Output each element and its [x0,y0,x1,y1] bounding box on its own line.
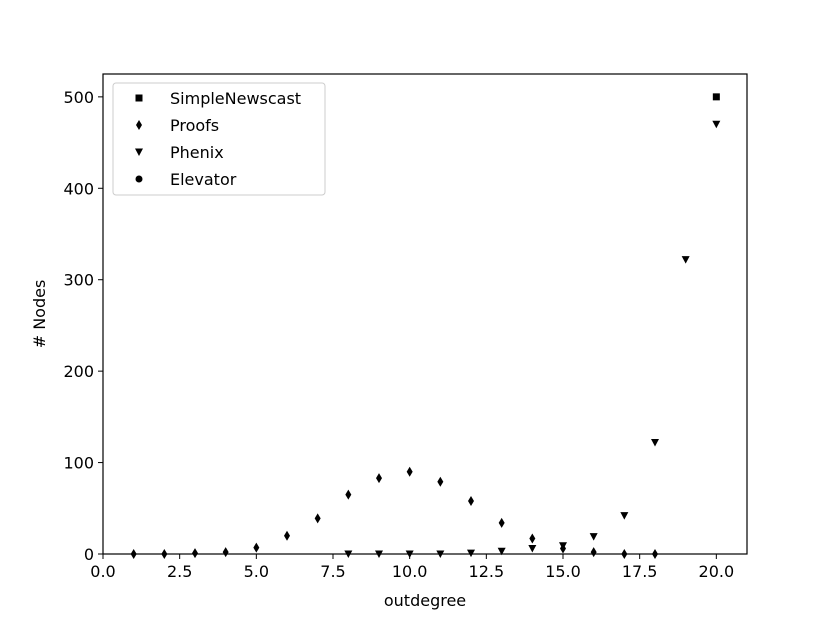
legend-label-simplenewscast: SimpleNewscast [170,89,301,108]
x-tick-label: 15.0 [545,562,581,581]
data-point-proofs-7 [345,489,352,500]
data-point-phenix-7 [559,542,567,550]
x-tick-label: 5.0 [244,562,269,581]
data-point-simplenewscast-0 [712,93,720,101]
x-axis-label: outdegree [384,591,466,610]
plot-frame [102,73,748,555]
y-tick-label: 300 [63,271,94,290]
data-point-phenix-4 [467,549,475,558]
y-axis-label: # Nodes [30,280,49,349]
x-tick-label: 7.5 [320,562,345,581]
y-axis-ticks: 0 100 200 300 400 500 [63,88,103,564]
data-point-proofs-4 [253,542,260,553]
legend-marker-simplenewscast [135,94,143,102]
y-tick-label: 500 [63,88,94,107]
data-point-proofs-10 [437,476,444,487]
legend-box [112,82,326,196]
x-tick-label: 0.0 [90,562,115,581]
data-point-phenix-11 [681,256,690,264]
y-tick-label: 200 [63,362,94,381]
data-point-phenix-6 [528,545,537,553]
legend: SimpleNewscast Proofs Phenix Elevator [112,82,326,196]
x-tick-label: 20.0 [699,562,735,581]
data-point-phenix-12 [712,120,721,129]
x-tick-label: 12.5 [469,562,505,581]
legend-label-elevator: Elevator [170,170,237,189]
data-point-proofs-12 [498,517,505,528]
data-point-phenix-10 [651,438,659,447]
data-point-proofs-8 [376,473,382,484]
legend-label-phenix: Phenix [170,143,224,162]
data-point-proofs-6 [314,513,321,524]
y-tick-label: 100 [63,454,94,473]
data-point-proofs-3 [222,547,229,558]
y-tick-label: 400 [63,179,94,198]
x-tick-label: 17.5 [622,562,658,581]
data-point-proofs-13 [529,533,536,544]
legend-marker-phenix [135,148,143,156]
legend-marker-proofs [136,120,142,130]
data-point-proofs-11 [468,495,474,506]
x-axis-ticks: 0.0 2.5 5.0 7.5 10.0 12.5 15.0 17.5 20.0 [90,554,734,581]
data-point-proofs-9 [406,466,413,477]
data-point-proofs-5 [284,530,290,541]
data-point-phenix-8 [589,533,598,541]
legend-marker-elevator [135,175,143,183]
x-tick-label: 10.0 [392,562,428,581]
data-point-phenix-5 [497,547,506,556]
y-tick-label: 0 [84,545,94,564]
data-point-proofs-2 [192,548,198,559]
x-tick-label: 2.5 [167,562,192,581]
data-point-proofs-15 [590,547,597,558]
legend-label-proofs: Proofs [170,116,219,135]
data-point-phenix-9 [620,512,629,520]
